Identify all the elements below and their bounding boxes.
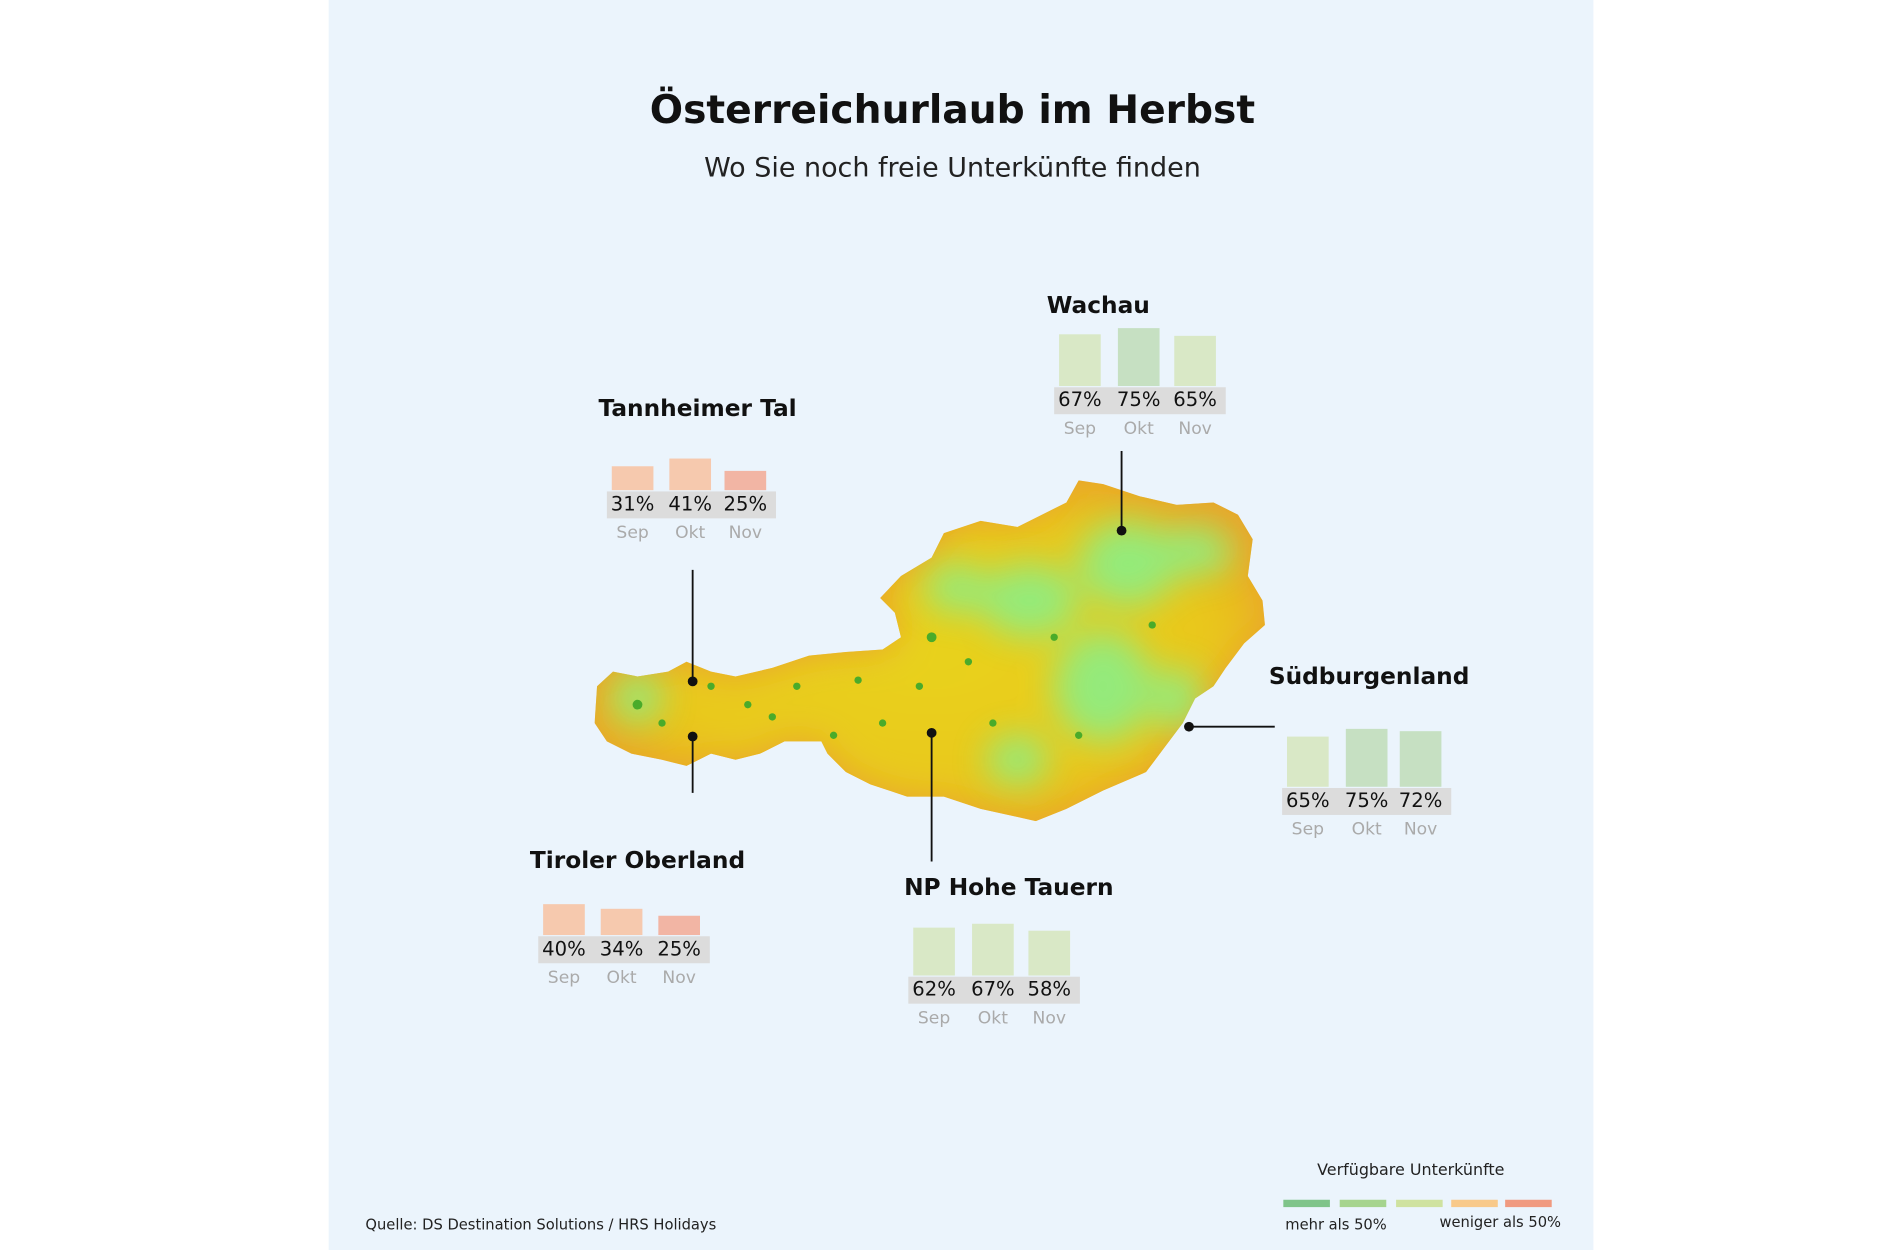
- title: Österreichurlaub im Herbst: [650, 86, 1255, 133]
- month-label: Okt: [978, 1008, 1008, 1028]
- legend-title: Verfügbare Unterkünfte: [1317, 1160, 1504, 1179]
- value-label: 62%: [912, 978, 956, 1001]
- region-title: NP Hohe Tauern: [904, 874, 1113, 901]
- value-label: 31%: [611, 492, 655, 515]
- value-label: 58%: [1027, 978, 1071, 1001]
- value-label: 25%: [724, 492, 768, 515]
- region-title: Tannheimer Tal: [598, 395, 796, 422]
- label-band: [1054, 387, 1226, 415]
- bar: [972, 923, 1014, 976]
- value-label: 65%: [1286, 789, 1330, 812]
- value-label: 40%: [542, 937, 586, 960]
- label-band: [606, 491, 776, 519]
- month-label: Okt: [1124, 419, 1154, 439]
- legend-swatch: [1451, 1199, 1498, 1208]
- month-label: Sep: [616, 523, 648, 543]
- bar: [658, 915, 700, 936]
- bar: [1174, 335, 1216, 387]
- bar: [1117, 328, 1160, 387]
- month-label: Nov: [1033, 1008, 1066, 1028]
- bar: [1345, 728, 1388, 787]
- month-label: Nov: [1404, 820, 1437, 840]
- value-label: 34%: [600, 937, 644, 960]
- legend-high: weniger als 50%: [1439, 1214, 1561, 1231]
- legend-swatch: [1283, 1199, 1330, 1208]
- bar: [611, 466, 654, 491]
- month-label: Nov: [1178, 419, 1211, 439]
- legend-swatch: [1505, 1199, 1552, 1208]
- region-title: Tiroler Oberland: [530, 847, 745, 874]
- bar: [1059, 334, 1101, 387]
- leader-lines: [691, 450, 1275, 862]
- month-label: Sep: [1292, 820, 1324, 840]
- bar: [543, 904, 585, 936]
- region-dots: [687, 525, 1194, 742]
- subtitle: Wo Sie noch freie Unterkünfte finden: [704, 153, 1201, 184]
- bar: [669, 458, 712, 491]
- month-label: Sep: [1064, 419, 1096, 439]
- region-title: Südburgenland: [1269, 663, 1470, 690]
- month-label: Sep: [548, 968, 580, 988]
- value-label: 75%: [1117, 388, 1161, 411]
- month-label: Sep: [918, 1008, 950, 1028]
- bar: [913, 927, 955, 976]
- value-label: 67%: [971, 978, 1015, 1001]
- month-label: Nov: [729, 523, 762, 543]
- value-label: 41%: [668, 492, 712, 515]
- bar: [600, 908, 643, 936]
- bar: [1287, 736, 1329, 787]
- legend-low: mehr als 50%: [1285, 1216, 1386, 1233]
- bar: [1028, 930, 1071, 976]
- legend-swatch: [1339, 1199, 1387, 1208]
- month-label: Okt: [606, 968, 636, 988]
- label-band: [1282, 787, 1452, 815]
- month-label: Okt: [675, 523, 705, 543]
- label-band: [538, 936, 710, 964]
- value-label: 25%: [657, 937, 701, 960]
- value-label: 75%: [1345, 789, 1389, 812]
- bar: [1399, 731, 1442, 787]
- label-band: [908, 976, 1080, 1004]
- bar: [724, 470, 767, 491]
- legend-swatch: [1396, 1199, 1443, 1208]
- region-title: Wachau: [1047, 292, 1150, 319]
- month-label: Okt: [1352, 820, 1382, 840]
- source: Quelle: DS Destination Solutions / HRS H…: [365, 1216, 716, 1233]
- month-label: Nov: [662, 968, 695, 988]
- value-label: 65%: [1173, 388, 1217, 411]
- value-label: 72%: [1399, 789, 1443, 812]
- value-label: 67%: [1058, 388, 1102, 411]
